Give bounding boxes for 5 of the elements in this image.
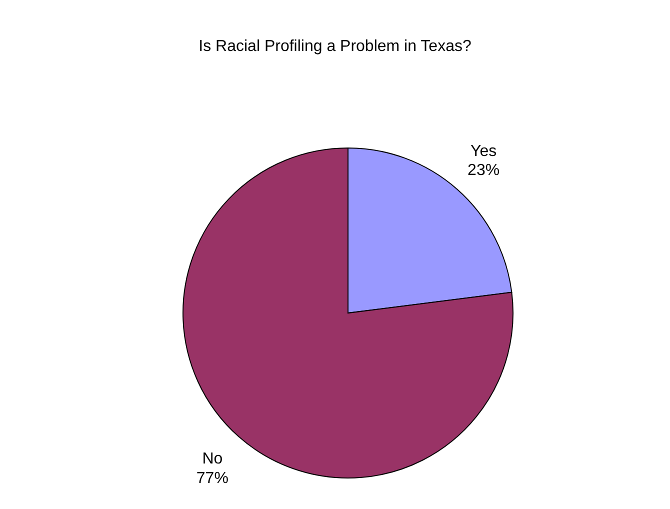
data-label: 23%	[468, 162, 500, 180]
chart-title: Is Racial Profiling a Problem in Texas?	[198, 37, 472, 57]
slice-label: Yes	[470, 143, 497, 160]
slice-label: No	[202, 450, 223, 468]
data-label: 77%	[196, 470, 228, 487]
